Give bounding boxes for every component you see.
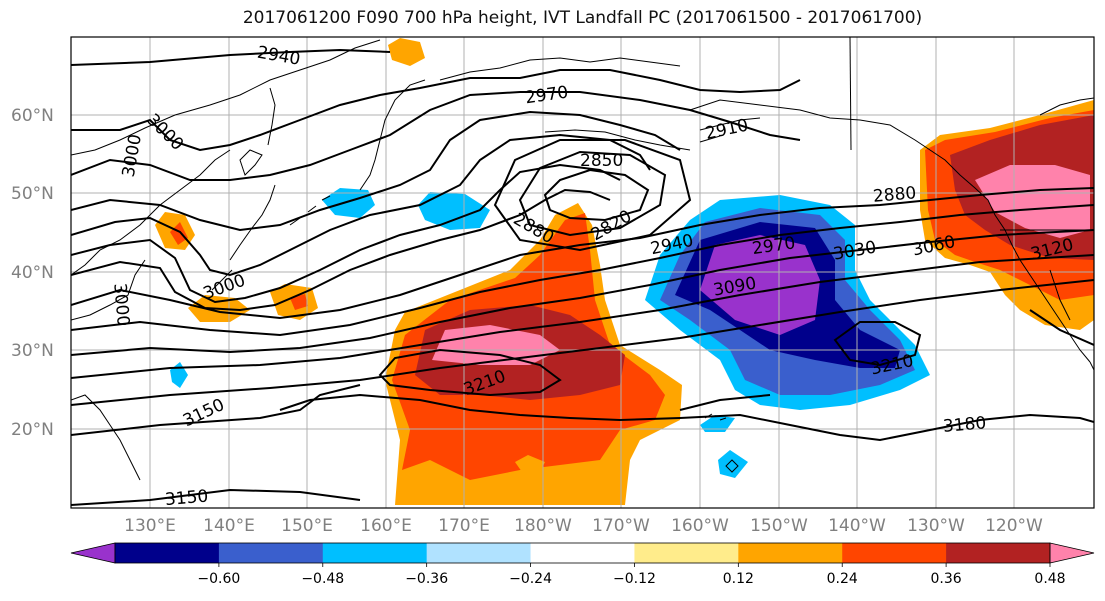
- colorbar-tick-label: −0.36: [405, 571, 448, 587]
- lon-label: 180°W: [514, 516, 572, 536]
- longitude-labels: 130°E 140°E 150°E 160°E 170°E 180°W 170°…: [124, 516, 1043, 536]
- colorbar-tick-label: −0.24: [509, 571, 552, 587]
- colorbar-extend-high: [1049, 542, 1095, 564]
- lon-label: 170°W: [592, 516, 650, 536]
- colorbar-segment: [634, 543, 739, 563]
- lon-label: 130°W: [907, 516, 965, 536]
- lon-label: 150°E: [281, 516, 333, 536]
- lat-label: 40°N: [11, 263, 54, 283]
- lat-label: 60°N: [11, 106, 54, 126]
- contour-label: 3150: [164, 486, 209, 510]
- contour-label: 2880: [872, 183, 917, 207]
- lon-label: 140°W: [828, 516, 886, 536]
- colorbar-tick-label: −0.48: [301, 571, 344, 587]
- lon-label: 120°W: [985, 516, 1043, 536]
- lat-label: 50°N: [11, 184, 54, 204]
- latitude-labels: 60°N 50°N 40°N 30°N 20°N: [11, 106, 54, 440]
- map-title: 2017061200 F090 700 hPa height, IVT Land…: [242, 8, 923, 28]
- map-frame: [70, 36, 1095, 509]
- colorbar-tick-label: 0.36: [931, 571, 962, 587]
- colorbar: −0.60 −0.48 −0.36 −0.24 −0.12 0.12 0.24 0.36 0.4…: [70, 542, 1095, 587]
- contour-label: 3000: [109, 282, 133, 327]
- colorbar-tick-label: 0.12: [723, 571, 754, 587]
- colorbar-segment: [946, 543, 1051, 563]
- lon-label: 160°W: [671, 516, 729, 536]
- lon-label: 130°E: [124, 516, 176, 536]
- lon-label: 140°E: [203, 516, 255, 536]
- colorbar-tick-label: 0.48: [1034, 571, 1065, 587]
- colorbar-segment: [322, 543, 428, 563]
- colorbar-segment: [738, 543, 843, 563]
- lon-label: 170°E: [438, 516, 490, 536]
- colorbar-frame: [114, 542, 1051, 564]
- height-contours: [71, 48, 1094, 506]
- colorbar-segment: [218, 543, 324, 563]
- lon-label: 150°W: [750, 516, 808, 536]
- colorbar-tick-label: 0.24: [827, 571, 858, 587]
- contour-label: 2850: [580, 151, 623, 171]
- colorbar-segment: [530, 543, 635, 563]
- contour-label: 3180: [942, 413, 987, 437]
- lat-label: 30°N: [11, 341, 54, 361]
- lon-label: 160°E: [360, 516, 412, 536]
- colorbar-tick-label: −0.12: [613, 571, 656, 587]
- colorbar-segment: [426, 543, 532, 563]
- colorbar-segment: [115, 543, 220, 563]
- coastlines: [71, 37, 1094, 481]
- colorbar-segment: [842, 543, 947, 563]
- lat-label: 20°N: [11, 420, 54, 440]
- colorbar-extend-low: [70, 542, 116, 564]
- colorbar-tick-label: −0.60: [197, 571, 240, 587]
